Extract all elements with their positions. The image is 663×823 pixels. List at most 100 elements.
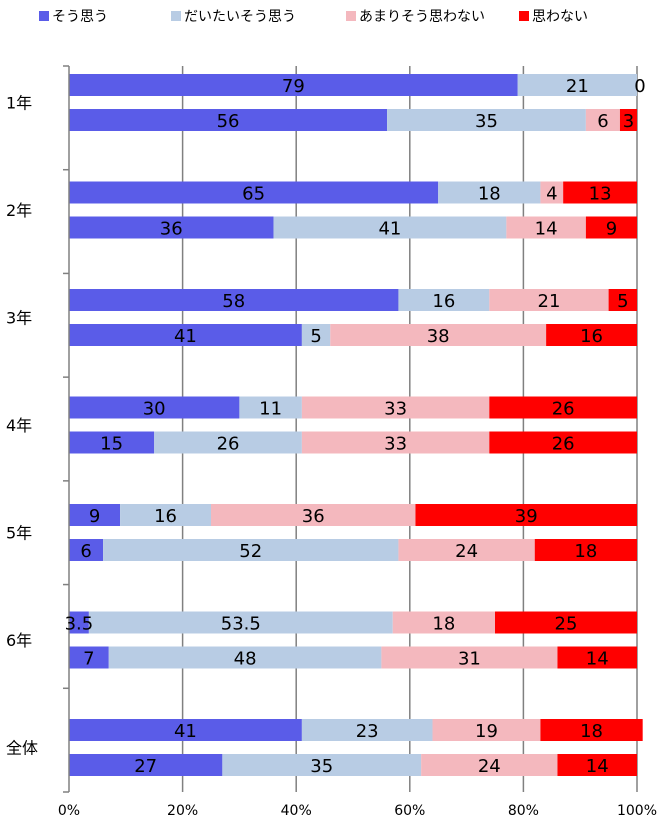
data-label: 16 — [580, 326, 603, 347]
bar-segment — [69, 324, 302, 346]
bar-segment — [103, 539, 399, 561]
bar-segment — [69, 754, 223, 776]
bar-segment — [301, 396, 490, 419]
bar-segment — [69, 646, 109, 669]
bar-segment — [608, 289, 637, 311]
bar-segment — [438, 181, 541, 204]
data-label: 41 — [174, 721, 197, 742]
data-label: 5 — [617, 291, 628, 312]
bars — [69, 74, 643, 776]
data-label: 53.5 — [221, 614, 261, 635]
gridlines — [181, 66, 638, 792]
bar-segment — [69, 216, 274, 239]
category-label: 1年 — [6, 94, 32, 113]
legend-swatch-2 — [171, 11, 181, 21]
data-label: 4 — [546, 184, 557, 205]
legend-swatch-4 — [519, 11, 529, 21]
data-label: 0 — [634, 76, 645, 97]
data-label: 48 — [234, 649, 257, 670]
legend-label-3: あまりそう思わない — [359, 9, 485, 25]
data-label: 33 — [384, 399, 407, 420]
data-label: 21 — [538, 291, 561, 312]
data-label: 16 — [432, 291, 455, 312]
bar-segment — [108, 646, 382, 669]
data-label: 26 — [217, 434, 240, 455]
bar-segment — [415, 504, 637, 526]
x-tick-label: 60% — [394, 803, 425, 819]
category-label: 6年 — [6, 631, 32, 650]
data-label: 14 — [586, 756, 609, 777]
data-label: 19 — [475, 721, 498, 742]
data-label: 5 — [310, 326, 321, 347]
data-label: 30 — [143, 399, 166, 420]
bar-segment — [301, 324, 331, 346]
bar-segment — [88, 611, 393, 634]
legend-label-1: そう思う — [52, 9, 108, 25]
data-label: 21 — [566, 76, 589, 97]
x-tick-label: 80% — [508, 803, 539, 819]
data-label: 18 — [478, 184, 501, 205]
x-tick-label: 0% — [58, 803, 80, 819]
data-label: 79 — [282, 76, 305, 97]
bar-segment — [421, 754, 558, 776]
bar-segment — [222, 754, 422, 776]
data-label: 35 — [475, 111, 498, 132]
data-label: 18 — [580, 721, 603, 742]
data-label: 26 — [552, 434, 575, 455]
category-label: 全体 — [6, 739, 38, 758]
bar-segment — [381, 646, 558, 669]
bar-segment — [301, 719, 433, 741]
data-label: 15 — [100, 434, 123, 455]
bar-segment — [301, 431, 490, 454]
data-label: 36 — [302, 506, 325, 527]
bar-segment — [69, 109, 388, 131]
data-label: 9 — [606, 219, 617, 240]
bar-segment — [557, 754, 637, 776]
bar-segment — [69, 719, 302, 741]
bar-segment — [120, 504, 211, 526]
data-label: 13 — [589, 184, 612, 205]
bar-segment — [489, 396, 637, 419]
data-label: 9 — [89, 506, 100, 527]
data-label: 35 — [310, 756, 333, 777]
data-label: 7 — [83, 649, 94, 670]
legend-swatch-3 — [346, 11, 356, 21]
bar-segment — [154, 431, 302, 454]
bar-segment — [506, 216, 586, 239]
bar-segment — [432, 719, 541, 741]
data-label: 52 — [239, 541, 262, 562]
data-label: 24 — [455, 541, 478, 562]
bar-segment — [69, 611, 89, 634]
legend-label-4: 思わない — [532, 9, 588, 25]
bar-segment — [211, 504, 416, 526]
x-tick-label: 40% — [281, 803, 312, 819]
x-tick-label: 20% — [167, 803, 198, 819]
bar-segment — [534, 539, 637, 561]
data-label: 14 — [535, 219, 558, 240]
category-label: 5年 — [6, 524, 32, 543]
data-label: 14 — [586, 649, 609, 670]
data-label: 11 — [259, 399, 282, 420]
bar-segment — [69, 74, 518, 96]
category-label: 2年 — [6, 201, 32, 220]
x-tick-label: 100% — [617, 803, 657, 819]
data-label: 18 — [574, 541, 597, 562]
data-label: 26 — [552, 399, 575, 420]
data-label: 27 — [134, 756, 157, 777]
bar-segment — [69, 431, 155, 454]
data-label: 36 — [160, 219, 183, 240]
bar-segment — [69, 504, 121, 526]
bar-segment — [619, 109, 637, 131]
bar-segment — [557, 646, 637, 669]
data-label: 41 — [174, 326, 197, 347]
data-label: 31 — [458, 649, 481, 670]
bar-segment — [585, 109, 620, 131]
bar-segment — [330, 324, 547, 346]
data-label: 23 — [356, 721, 379, 742]
bar-segment — [540, 181, 564, 204]
data-label: 18 — [432, 614, 455, 635]
bar-segment — [540, 719, 643, 741]
bar-segment — [489, 289, 609, 311]
